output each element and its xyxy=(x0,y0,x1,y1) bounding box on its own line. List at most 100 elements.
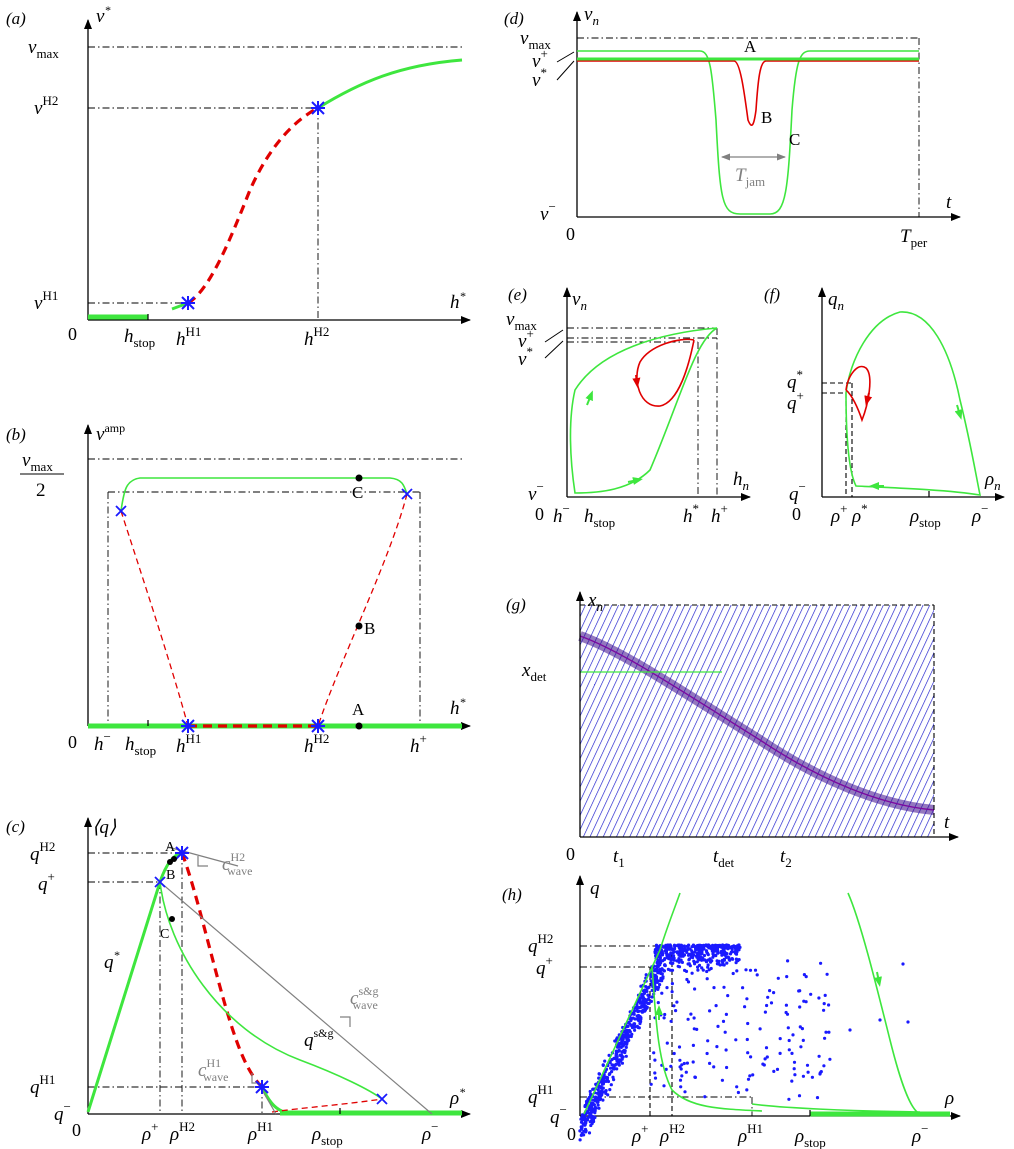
scatter-point xyxy=(596,1088,600,1092)
label-B: B xyxy=(761,108,772,127)
scatter-point xyxy=(593,1105,597,1110)
panel-c-tag: (c) xyxy=(6,817,25,836)
scatter-point xyxy=(806,1070,810,1074)
label-A: A xyxy=(352,700,365,719)
panel-c-y-label: ⟨q⟩ xyxy=(92,817,117,838)
scatter-point xyxy=(701,968,705,972)
scatter-point xyxy=(692,944,696,949)
scatter-point xyxy=(668,968,673,972)
scatter-point xyxy=(656,987,660,992)
scatter-point xyxy=(736,1090,741,1095)
panel-b-origin: 0 xyxy=(68,732,77,752)
scatter-point xyxy=(696,968,700,972)
scatter-point xyxy=(787,1097,791,1101)
scatter-point xyxy=(606,1079,611,1084)
scatter-point xyxy=(620,1061,625,1065)
scatter-point xyxy=(776,976,780,980)
scatter-point xyxy=(824,1030,828,1034)
scatter-point xyxy=(716,951,720,955)
scatter-point xyxy=(708,1009,712,1013)
scatter-point xyxy=(691,1060,695,1064)
scatter-point xyxy=(589,1103,594,1107)
scatter-point xyxy=(688,964,692,968)
panel-g: (g) xn t 0 xdet t1 tdet t2 xyxy=(506,590,959,870)
scatter-point xyxy=(600,1093,604,1097)
panel-c: (c) ⟨q⟩ ρ* 0 A B C q* xyxy=(6,817,471,1148)
scatter-point xyxy=(735,969,739,973)
tick-hH1: hH1 xyxy=(176,324,201,350)
scatter-point xyxy=(658,958,662,962)
scatter-point xyxy=(583,1127,588,1131)
scatter-point xyxy=(707,946,711,950)
scatter-point xyxy=(737,948,741,952)
scatter-point xyxy=(609,1083,613,1087)
scatter-point xyxy=(716,1024,720,1028)
scatter-point xyxy=(598,1096,602,1100)
scatter-point xyxy=(765,1055,769,1059)
tick-rhoplus: ρ+ xyxy=(631,1121,648,1147)
scatter-point xyxy=(720,953,724,957)
scatter-point xyxy=(625,1028,630,1033)
scatter-point xyxy=(674,1009,678,1013)
scatter-point xyxy=(691,1043,696,1047)
panel-b-x-label: h* xyxy=(450,695,466,719)
scatter-point xyxy=(713,953,717,957)
scatter-point xyxy=(723,1030,727,1034)
scatter-point xyxy=(615,1059,619,1063)
tick-vminus: v− xyxy=(540,199,556,225)
scatter-point xyxy=(635,1003,639,1007)
scatter-point xyxy=(681,949,685,953)
scatter-point xyxy=(755,973,759,977)
panel-g-tag: (g) xyxy=(506,595,526,614)
limit-cycle-small xyxy=(845,365,871,423)
scatter-point xyxy=(597,1084,601,1088)
tick-rhoplus: ρ+ xyxy=(141,1119,158,1145)
tick-qH2: qH2 xyxy=(30,839,55,865)
panel-h-x-label: ρ xyxy=(944,1088,954,1109)
tick-rhoH2: ρH2 xyxy=(169,1119,195,1145)
tick-rhostar: ρ* xyxy=(851,501,868,527)
scatter-point xyxy=(751,1073,755,1077)
panel-e-x-label: hn xyxy=(733,469,749,493)
panel-a-x-label: h* xyxy=(450,289,466,313)
scatter-point xyxy=(678,1058,682,1062)
scatter-point xyxy=(680,1074,684,1078)
wave-label-H1: cH1 wave xyxy=(198,1056,228,1084)
q-sg-unstable xyxy=(271,1098,383,1113)
label-B: B xyxy=(166,868,175,883)
scatter-point xyxy=(671,956,675,960)
scatter-point xyxy=(670,947,674,951)
scatter-point xyxy=(622,1048,626,1052)
scatter-point xyxy=(639,996,644,1000)
scatter-point xyxy=(690,949,694,953)
scatter-point xyxy=(647,1001,651,1006)
unstable-branch xyxy=(187,106,319,305)
tick-vH1: vH1 xyxy=(34,288,58,314)
scatter-point xyxy=(649,1082,653,1086)
scatter-point xyxy=(727,957,731,962)
panel-a-origin: 0 xyxy=(68,324,77,344)
tick-vstar: v* xyxy=(532,65,547,91)
scatter-point xyxy=(601,1078,606,1082)
scatter-point xyxy=(817,1054,821,1058)
scatter-point xyxy=(682,1061,686,1066)
panel-b: (b) vamp h* 0 vmax 2 A B C h− hstop hH1 … xyxy=(6,421,471,758)
scatter-point xyxy=(689,955,693,959)
scatter-point xyxy=(745,1037,749,1042)
scatter-point xyxy=(672,1051,676,1056)
scatter-point xyxy=(822,1064,826,1068)
scatter-point xyxy=(660,951,664,955)
point-B xyxy=(167,859,173,865)
tick-rhostop: ρstop xyxy=(311,1124,343,1148)
tick-hH2: hH2 xyxy=(304,324,329,350)
scatter-point xyxy=(730,945,734,949)
scatter-point xyxy=(665,986,669,990)
scatter-point xyxy=(726,955,730,959)
tick-rhoH2: ρH2 xyxy=(659,1121,685,1147)
fold-left-marker xyxy=(115,505,127,517)
scatter-point xyxy=(707,968,711,972)
scatter-point xyxy=(878,1018,882,1022)
tick-qH1: qH1 xyxy=(528,1082,553,1108)
scatter-point xyxy=(720,1078,725,1082)
scatter-point xyxy=(661,975,665,979)
